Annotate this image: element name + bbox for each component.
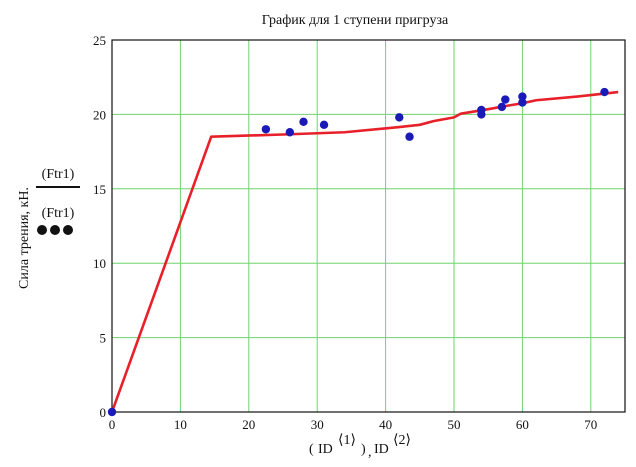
x-tick-label-1: 10 xyxy=(174,417,187,432)
data-point-3 xyxy=(299,117,308,127)
x-axis-label-base2: ID xyxy=(374,442,389,457)
tick-labels: 0 10 20 30 40 50 60 70 0 5 10 15 20 25 xyxy=(93,33,597,432)
x-tick-label-2: 20 xyxy=(242,417,255,432)
x-tick-label-5: 50 xyxy=(448,417,461,432)
y-tick-label-2: 10 xyxy=(93,256,106,271)
data-point-0 xyxy=(107,407,117,417)
legend-label-line: (Ftr1) xyxy=(42,167,75,182)
x-tick-label-3: 30 xyxy=(311,417,324,432)
legend-dots-marker xyxy=(37,225,73,235)
y-tick-label-1: 5 xyxy=(100,331,107,346)
x-axis-label-close: ) xyxy=(361,442,366,457)
x-axis-label-sup2: ⟨2⟩ xyxy=(393,433,411,448)
data-point-4 xyxy=(319,120,329,130)
data-point-10 xyxy=(501,95,510,104)
data-point-13 xyxy=(600,87,609,97)
data-point-12 xyxy=(518,92,527,101)
data-point-2 xyxy=(285,128,295,137)
data-point-5 xyxy=(395,113,404,122)
x-tick-label-4: 40 xyxy=(379,417,392,432)
data-point-6 xyxy=(405,132,414,141)
y-tick-label-5: 25 xyxy=(93,33,106,48)
plot-frame xyxy=(111,39,626,413)
x-tick-label-6: 60 xyxy=(516,417,529,432)
legend: (Ftr1) (Ftr1) xyxy=(36,167,80,235)
y-axis-label: Сила трения, кН. xyxy=(17,187,32,289)
y-tick-label-4: 20 xyxy=(93,107,106,122)
chart-title: График для 1 ступени пригруза xyxy=(262,13,449,28)
data-point-9 xyxy=(497,102,507,112)
x-axis-label-sep: , xyxy=(368,445,372,460)
data-point-8 xyxy=(477,105,486,115)
data-point-1 xyxy=(261,125,271,134)
x-tick-label-0: 0 xyxy=(109,417,116,432)
y-tick-label-3: 15 xyxy=(93,182,106,197)
x-tick-label-7: 70 xyxy=(584,417,597,432)
series-line-0 xyxy=(110,90,619,413)
x-axis-label-sup1: ⟨1⟩ xyxy=(338,433,356,448)
data-point-11 xyxy=(518,98,527,107)
x-axis-label-open: ( xyxy=(309,442,314,457)
legend-label-dots: (Ftr1) xyxy=(42,206,75,221)
y-axis-label-group: Сила трения, кН. xyxy=(17,187,32,289)
x-axis-label-base1: ID xyxy=(318,442,333,457)
series-layer xyxy=(107,87,619,417)
x-axis-label: ( ID ⟨1⟩ ) , ID ⟨2⟩ xyxy=(309,433,411,460)
y-tick-label-0: 0 xyxy=(100,405,107,420)
